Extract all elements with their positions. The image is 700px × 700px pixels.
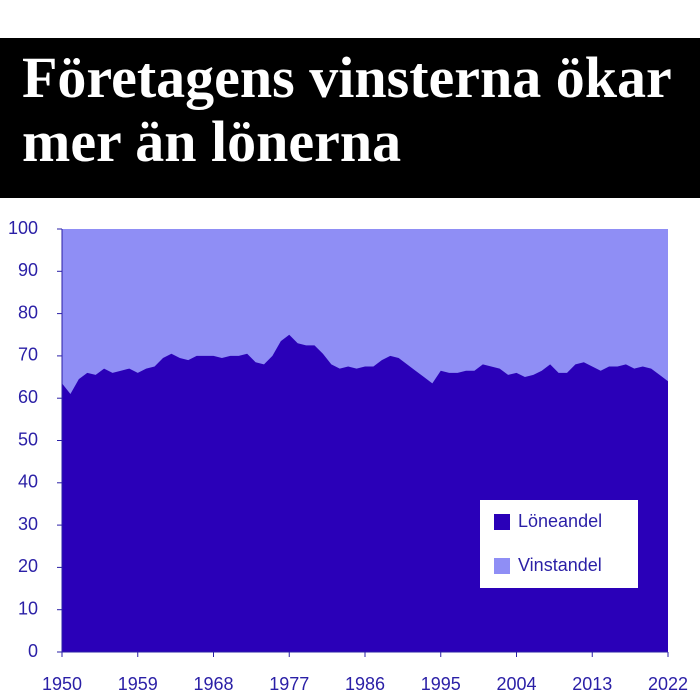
y-tick-label: 60 bbox=[18, 387, 38, 407]
y-tick-label: 80 bbox=[18, 302, 38, 322]
x-tick-label: 2022 bbox=[648, 674, 688, 694]
legend-label: Vinstandel bbox=[518, 555, 602, 575]
x-tick-label: 1986 bbox=[345, 674, 385, 694]
x-tick-label: 1950 bbox=[42, 674, 82, 694]
x-tick-label: 2013 bbox=[572, 674, 612, 694]
y-tick-label: 20 bbox=[18, 556, 38, 576]
x-tick-label: 1959 bbox=[118, 674, 158, 694]
y-tick-label: 0 bbox=[28, 641, 38, 661]
x-tick-label: 1968 bbox=[193, 674, 233, 694]
chart-title: Företagens vinsterna ökar mer än lönerna bbox=[0, 38, 700, 198]
area bbox=[62, 334, 668, 652]
y-tick-label: 30 bbox=[18, 514, 38, 534]
legend-swatch bbox=[494, 514, 510, 530]
y-tick-label: 50 bbox=[18, 429, 38, 449]
x-tick-label: 1977 bbox=[269, 674, 309, 694]
x-tick-label: 1995 bbox=[421, 674, 461, 694]
y-tick-label: 90 bbox=[18, 260, 38, 280]
y-tick-label: 40 bbox=[18, 472, 38, 492]
y-tick-label: 70 bbox=[18, 345, 38, 365]
x-tick-label: 2004 bbox=[496, 674, 536, 694]
legend-label: Löneandel bbox=[518, 511, 602, 531]
y-tick-label: 100 bbox=[8, 218, 38, 238]
y-tick-label: 10 bbox=[18, 598, 38, 618]
legend-swatch bbox=[494, 558, 510, 574]
